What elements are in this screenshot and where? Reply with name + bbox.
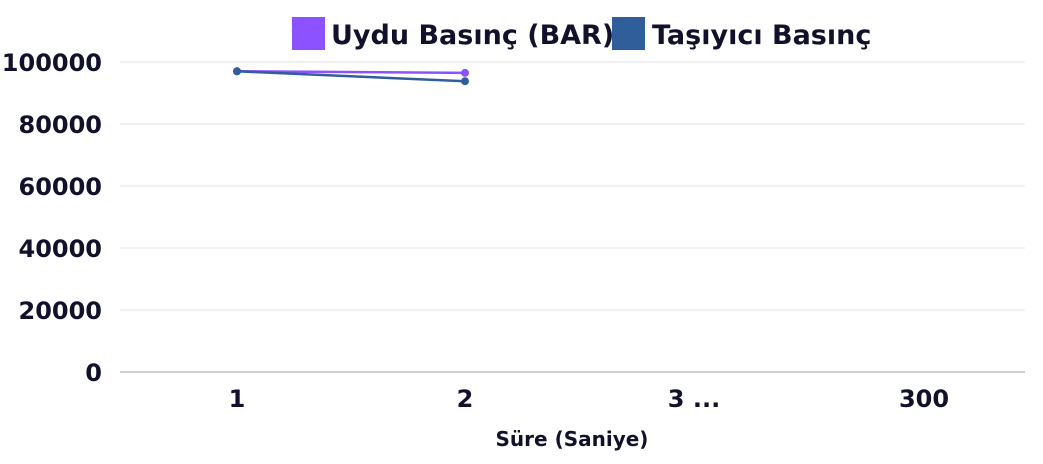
y-tick-label: 80000 [19, 111, 103, 139]
y-gridlines [120, 61, 1025, 311]
legend-swatch-uydu [292, 17, 325, 50]
series-line [236, 70, 466, 75]
legend-label-uydu: Uydu Basınç (BAR) [331, 20, 614, 51]
x-tick-label: 2 [457, 385, 474, 413]
x-axis-label: Süre (Saniye) [496, 427, 649, 451]
series-line [236, 70, 466, 83]
legend-label-tasiyici: Taşıyıcı Basınç [652, 20, 871, 51]
data-point [461, 68, 469, 77]
y-tick-label: 0 [85, 359, 102, 387]
x-tick-label: 300 [899, 385, 949, 413]
x-tick-label: 1 [229, 385, 246, 413]
data-point [233, 67, 241, 76]
y-tick-label: 40000 [19, 235, 103, 263]
y-tick-label: 100000 [2, 49, 102, 77]
y-tick-label: 20000 [19, 297, 103, 325]
y-tick-label: 60000 [19, 173, 103, 201]
x-tick-label: 3 ... [668, 385, 720, 413]
y-axis-ticks: 0 20000 40000 60000 80000 100000 [2, 49, 102, 387]
data-point [461, 77, 469, 86]
legend: Uydu Basınç (BAR) Taşıyıcı Basınç [292, 17, 871, 51]
x-axis-ticks: 1 2 3 ... 300 [229, 385, 949, 413]
series-lines [233, 67, 469, 86]
legend-swatch-tasiyici [612, 17, 645, 50]
